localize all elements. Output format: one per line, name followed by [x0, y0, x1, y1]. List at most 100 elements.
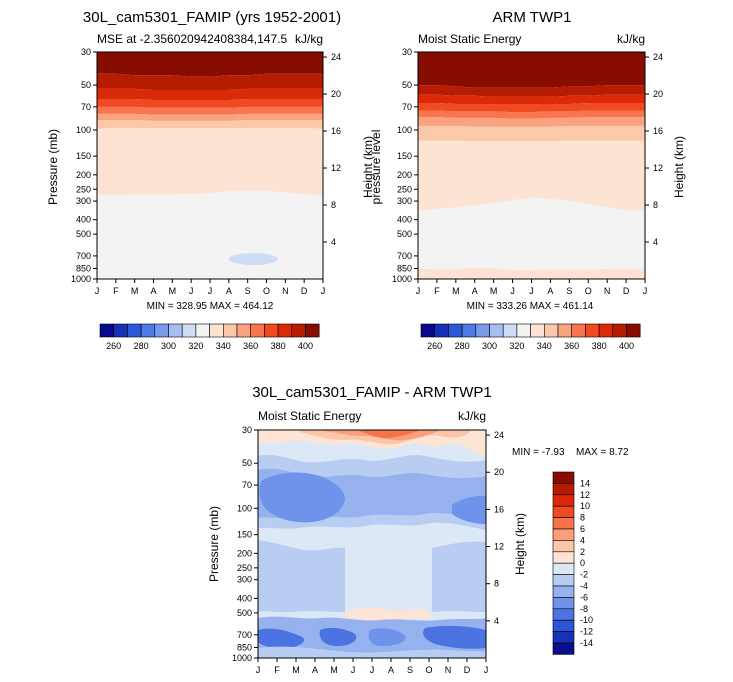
y-tick-label: 150 [76, 151, 91, 161]
y-tick-label: 250 [237, 563, 252, 573]
colorbar-swatch [502, 323, 518, 338]
diff-region-neg-4-bottom [258, 646, 486, 658]
y2-tick-label: 12 [653, 163, 663, 173]
x-tick-label: J [95, 286, 100, 296]
y-tick-label: 30 [81, 47, 91, 57]
contour-band [97, 127, 323, 196]
y-axis-label: Pressure (mb) [46, 129, 60, 205]
colorbar-label: -6 [580, 592, 588, 602]
stats-label: MIN = 333.26 MAX = 461.14 [467, 301, 594, 312]
colorbar-label: -12 [580, 627, 593, 637]
contour-band [418, 110, 645, 119]
y2-tick-label: 20 [494, 467, 504, 477]
colorbar-swatch [277, 323, 293, 338]
contour-band [97, 98, 323, 108]
contour-band [97, 120, 323, 129]
contour-band [418, 52, 645, 88]
y-tick-label: 400 [237, 593, 252, 603]
plot-area: J F M A M J J A S O N D J 30 50 70 100 150 200 250 300 400 500… [232, 425, 504, 675]
plot-area: J F M A M J J A S O N D J 30 50 70 100 150 200 250 300 400 500… [71, 47, 341, 296]
colorbar-swatch [552, 471, 575, 484]
y-tick-label: 850 [397, 263, 412, 273]
colorbar-label: 280 [455, 341, 470, 351]
x-tick-label: J [643, 286, 648, 296]
contour-band [418, 103, 645, 113]
colorbar-label: 260 [427, 341, 442, 351]
y-tick-label: 700 [76, 251, 91, 261]
plot-area: J F M A M J J A S O N D J 30 50 70 100 150 200 250 300 400 500… [392, 47, 663, 296]
colorbar-swatch [571, 323, 586, 338]
y-tick-label: 250 [76, 184, 91, 194]
x-tick-label: D [464, 665, 471, 675]
y-tick-label: 150 [237, 530, 252, 540]
x-tick-label: M [490, 286, 498, 296]
diff-region-pos-8 [360, 430, 420, 439]
colorbar-label: 340 [537, 341, 552, 351]
colorbar-swatch [168, 323, 183, 338]
x-tick-label: J [416, 286, 421, 296]
diff-region-neg-0 [345, 531, 432, 615]
x-tick-label: A [388, 665, 394, 675]
y2-tick-label: 16 [331, 126, 341, 136]
colorbar-label: 380 [592, 341, 607, 351]
diff-region-neg-8 [259, 472, 345, 523]
colorbar-label: 300 [161, 341, 176, 351]
y-tick-label: 300 [76, 196, 91, 206]
y-tick-label: 1000 [392, 274, 412, 284]
y-tick-label: 200 [237, 548, 252, 558]
colorbar-swatch [250, 323, 265, 338]
colorbar-label: -2 [580, 570, 588, 580]
y-tick-label: 50 [242, 458, 252, 468]
y2-tick-label: 4 [494, 616, 499, 626]
contour-band [418, 85, 645, 97]
contour-band [418, 267, 645, 279]
colorbar: 260 280 300 320 340 360 380 400 [99, 323, 320, 351]
colorbar-label: 360 [564, 341, 579, 351]
colorbar-label: 320 [509, 341, 524, 351]
colorbar-label: 8 [580, 513, 585, 523]
colorbar-swatch [154, 323, 169, 338]
panel2-right-label: kJ/kg [617, 32, 645, 46]
x-tick-label: M [131, 286, 139, 296]
x-tick-label: S [407, 665, 413, 675]
contour-band [418, 117, 645, 127]
x-tick-label: D [623, 286, 630, 296]
colorbar-swatch [99, 323, 114, 338]
colorbar-swatch [209, 323, 224, 338]
colorbar: 260 280 300 320 340 360 380 400 [420, 323, 641, 351]
x-tick-label: F [113, 286, 119, 296]
colorbar-swatch [557, 323, 572, 338]
colorbar-swatch [195, 323, 210, 338]
contour-band [97, 190, 323, 279]
y-tick-label: 850 [237, 642, 252, 652]
colorbar-swatch [552, 574, 575, 587]
colorbar-swatch [552, 540, 575, 553]
panel3-right-label: kJ/kg [458, 409, 486, 423]
x-tick-label: F [434, 286, 440, 296]
x-tick-label: M [330, 665, 338, 675]
colorbar-label: -10 [580, 615, 593, 625]
colorbar-swatch [530, 323, 545, 338]
y-tick-label: 150 [397, 151, 412, 161]
contour-band [97, 73, 323, 91]
x-tick-label: F [274, 665, 280, 675]
colorbar-swatch [552, 494, 575, 507]
y-tick-label: 300 [397, 196, 412, 206]
x-tick-label: M [452, 286, 460, 296]
colorbar-swatch [181, 323, 197, 338]
colorbar-swatch [475, 323, 490, 338]
colorbar-swatch [448, 323, 463, 338]
stats-max-label: MAX = 8.72 [576, 447, 629, 458]
colorbar-swatch [543, 323, 559, 338]
y2-tick-label: 8 [653, 200, 658, 210]
colorbar-swatch [552, 597, 575, 610]
colorbar-swatch [552, 642, 575, 655]
y-tick-label: 50 [81, 80, 91, 90]
colorbar-label: 400 [619, 341, 634, 351]
diff-region-neg-10c [423, 625, 486, 649]
colorbar-label: 320 [188, 341, 203, 351]
diff-region-neg-10 [258, 628, 305, 649]
